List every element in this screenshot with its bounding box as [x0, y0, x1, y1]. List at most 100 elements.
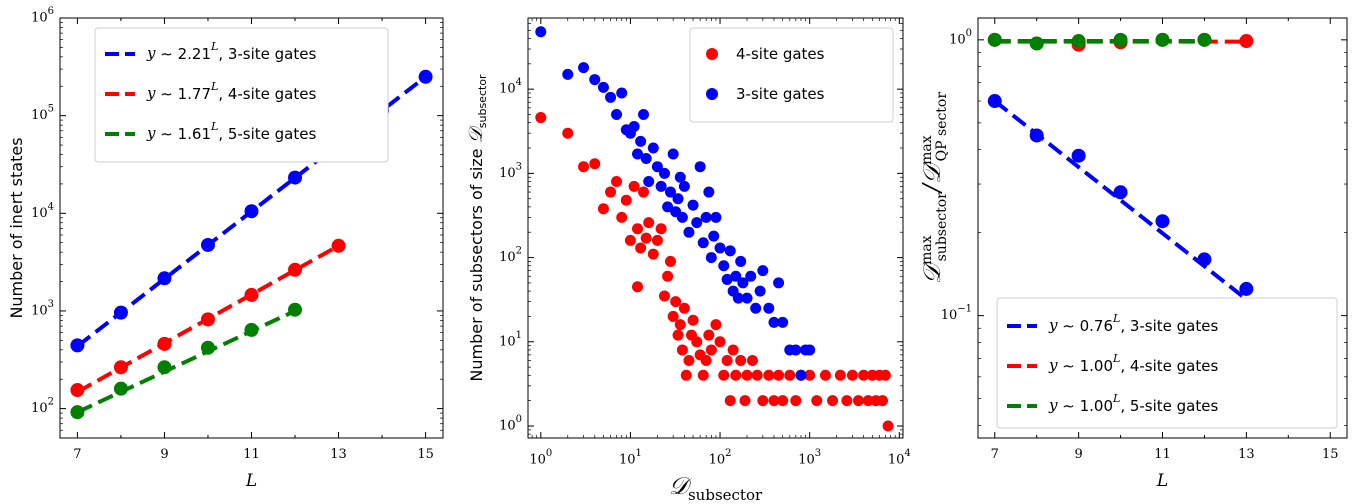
data-point	[795, 369, 807, 381]
data-point	[113, 360, 128, 375]
data-point	[288, 170, 303, 185]
data-point	[674, 319, 686, 331]
data-point	[678, 180, 690, 192]
data-point	[846, 369, 858, 381]
data-point	[777, 316, 789, 328]
data-point	[1071, 34, 1086, 49]
data-point	[1155, 214, 1170, 229]
data-point	[643, 176, 655, 188]
data-point	[735, 354, 747, 366]
data-point	[244, 322, 259, 337]
tick-label: 100	[529, 448, 552, 468]
legend-entry: y ∼ 1.61L, 5-site gates	[146, 120, 316, 143]
panel-inert-states: 102 103 104 105 106 7 9 11 13 15 L Number of inert …	[7, 6, 444, 491]
legend-entry: y ∼ 2.21L, 3-site gates	[146, 40, 316, 63]
x-axis-label: 𝒟subsector	[669, 472, 763, 504]
data-point	[597, 81, 609, 93]
data-point	[655, 223, 667, 235]
x-tick-label: 7	[991, 447, 999, 462]
data-point	[714, 336, 726, 348]
data-point	[1239, 34, 1254, 49]
data-point	[647, 142, 659, 154]
y-axis-label: Number of inert states	[7, 137, 26, 318]
data-point	[703, 329, 715, 341]
legend-swatch	[706, 88, 718, 100]
x-axis-label: L	[1156, 471, 1168, 491]
data-point	[987, 94, 1002, 109]
data-point	[667, 310, 679, 322]
data-point	[628, 180, 640, 192]
data-point	[879, 369, 891, 381]
data-point	[773, 277, 785, 289]
data-point	[737, 277, 749, 289]
y-axis-label: Number of subsectors of size 𝒟subsector	[465, 74, 489, 382]
data-point	[200, 340, 215, 355]
data-point	[862, 395, 874, 407]
data-point	[819, 369, 831, 381]
legend: y ∼ 0.76L, 3-site gates y ∼ 1.00L, 4-site…	[996, 297, 1338, 429]
data-point	[562, 68, 574, 80]
data-point	[705, 252, 717, 264]
data-point	[672, 193, 684, 205]
data-point	[616, 211, 628, 223]
legend-entry: y ∼ 1.00L, 5-site gates	[1048, 392, 1218, 415]
data-point	[1029, 36, 1044, 51]
data-point	[790, 395, 802, 407]
data-point	[721, 273, 733, 285]
data-point	[1113, 185, 1128, 200]
data-point	[664, 186, 676, 198]
data-point	[680, 369, 692, 381]
data-point	[157, 336, 172, 351]
data-point	[834, 369, 846, 381]
data-point	[703, 186, 715, 198]
legend-frame	[94, 27, 389, 163]
data-point	[721, 354, 733, 366]
data-point	[635, 135, 647, 147]
data-point	[724, 245, 736, 257]
data-point	[697, 237, 709, 249]
data-point	[811, 395, 823, 407]
legend: 4-site gates 3-site gates	[689, 27, 894, 123]
data-point	[841, 395, 853, 407]
tick-label: 104	[499, 77, 522, 97]
data-point	[745, 270, 757, 282]
data-point	[754, 285, 766, 297]
data-point	[694, 161, 706, 173]
x-tick-label: 15	[1322, 447, 1339, 462]
legend-frame	[689, 27, 894, 123]
data-point	[1071, 148, 1086, 163]
panel-max-subsector-ratio: 10−1 100 7 9 11 13 15 L 𝒟maxsubsector/𝒟maxQP sec…	[918, 17, 1348, 491]
panel-subsector-histogram: 100 101 102 103 104 100 101 102 103 104 𝒟subsector…	[465, 17, 911, 504]
data-point	[605, 186, 617, 198]
data-point	[662, 201, 674, 213]
data-point	[589, 158, 601, 170]
data-point	[705, 344, 717, 356]
data-point	[605, 91, 617, 103]
data-point	[763, 369, 775, 381]
data-point	[718, 260, 730, 272]
data-point	[757, 395, 769, 407]
data-point	[676, 211, 688, 223]
legend-entry: 3-site gates	[736, 85, 825, 103]
data-point	[647, 248, 659, 260]
data-point	[651, 234, 663, 246]
data-point	[700, 211, 712, 223]
data-point	[632, 148, 644, 160]
data-point	[784, 369, 796, 381]
y-axis-label: 𝒟maxsubsector/𝒟maxQP sector	[918, 92, 950, 284]
tick-label: 103	[31, 298, 54, 318]
data-point	[672, 329, 684, 341]
data-point	[562, 127, 574, 139]
data-point	[597, 203, 609, 215]
tick-label: 100	[499, 413, 522, 433]
x-tick-label: 13	[1238, 447, 1255, 462]
legend-entry: 4-site gates	[736, 45, 825, 63]
data-point	[244, 204, 259, 219]
data-point	[674, 171, 686, 183]
data-point	[535, 112, 547, 124]
data-point	[804, 369, 816, 381]
data-point	[852, 395, 864, 407]
data-point	[288, 262, 303, 277]
tick-label: 101	[499, 329, 522, 349]
data-point	[691, 217, 703, 229]
